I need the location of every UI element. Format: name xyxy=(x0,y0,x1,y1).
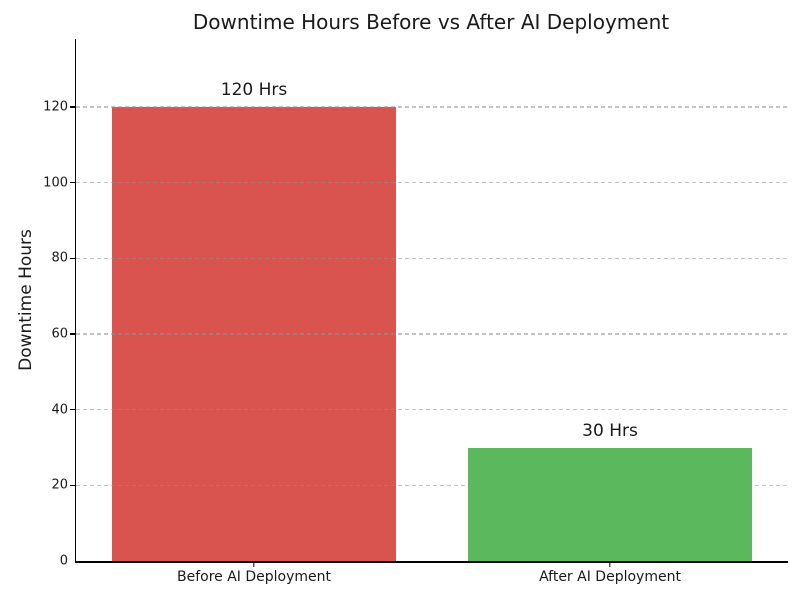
y-axis-tick xyxy=(70,333,75,335)
bar-value-label: 30 Hrs xyxy=(582,420,638,441)
gridline xyxy=(76,106,788,108)
y-axis-label: Downtime Hours xyxy=(16,229,36,371)
gridline xyxy=(76,257,788,260)
bar-after xyxy=(467,447,753,561)
y-axis-tick xyxy=(70,257,75,260)
gridline xyxy=(76,484,788,487)
gridline xyxy=(76,408,788,411)
plot-area: 120 Hrs Before AI Deployment 30 Hrs After A… xyxy=(43,39,788,585)
y-axis-tick xyxy=(70,408,75,411)
gridline xyxy=(76,181,788,184)
y-axis-tick xyxy=(70,484,75,487)
y-tick-label: 100 xyxy=(43,175,68,191)
x-axis-tick xyxy=(609,562,611,567)
chart-title: Downtime Hours Before vs After AI Deploy… xyxy=(192,10,670,34)
bar-value-label: 120 Hrs xyxy=(220,80,288,101)
y-tick-label: 40 xyxy=(51,402,68,418)
y-tick-label: 20 xyxy=(51,477,68,493)
y-axis-tick xyxy=(70,182,75,184)
y-tick-label: 60 xyxy=(51,326,68,342)
x-tick-label: After AI Deployment xyxy=(539,569,681,585)
x-axis-tick xyxy=(253,562,255,567)
x-tick-label: Before AI Deployment xyxy=(176,569,332,585)
y-tick-label: 80 xyxy=(51,250,68,266)
y-tick-label: 120 xyxy=(43,99,68,115)
gridline xyxy=(76,333,788,335)
y-axis-tick xyxy=(70,106,75,108)
y-tick-label: 0 xyxy=(59,553,68,569)
